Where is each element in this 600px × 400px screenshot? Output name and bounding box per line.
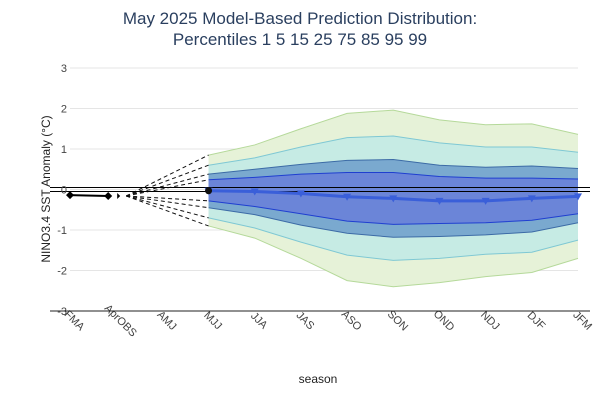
x-tick-label-djf: DJF [525,310,548,333]
median-point-jas [296,190,305,198]
y-tick-label-3: 3 [61,63,67,75]
y-tick-label--2: -2 [57,266,67,278]
band-lower-edge-0 [208,225,579,288]
median-point-jfm [574,193,582,201]
band-lower-edge-2 [208,207,579,238]
x-tick-label-ond: OND [431,308,457,334]
median-point-son [389,195,398,203]
fan-line-1 [126,195,209,227]
x-tick-label-jja: JJA [248,310,270,332]
x-axis-title: season [299,372,338,386]
y-tick-label--3: -3 [57,306,67,318]
x-tick-label-jas: JAS [294,309,317,332]
y-tick-label--1: -1 [57,225,67,237]
median-point-djf [527,195,536,203]
chart-titles: May 2025 Model-Based Prediction Distribu… [123,9,477,49]
chart-title-line-2: Percentiles 1 5 15 25 75 85 95 99 [173,30,427,49]
band-upper-edge-0 [208,109,579,156]
fan-line-3 [126,195,209,219]
band-lower-edge-3 [208,200,579,225]
median-point-jja [250,188,259,196]
y-tick-label-1: 1 [61,144,67,156]
x-tick-label-ndj: NDJ [478,309,502,333]
reference-lines [50,186,590,193]
x-tick-label-aprobs: AprOBS [102,302,139,339]
y-tick-label-2: 2 [61,104,67,116]
fan-lines [125,154,209,227]
fan-line-7 [126,195,209,202]
forecast-start-point [205,187,213,195]
fan-line-2 [126,164,209,197]
fan-line-4 [126,173,209,197]
x-tick-label-fma: FMA [62,308,87,333]
band-lower-edge-1 [208,217,579,261]
band-upper-edge-1 [208,135,579,166]
series-layer [66,187,582,205]
observed-line [69,194,109,197]
x-tick-label-jfm: JFM [570,309,594,333]
observed-point-fma [66,191,74,200]
observed-point-aprobs [104,191,113,200]
observed-end-marker [117,192,121,199]
fan-line-5 [126,195,209,209]
y-axis-title: NINO3.4 SST Anomaly (°C) [39,115,53,262]
x-tick-label-aso: ASO [339,308,364,333]
median-point-ond [435,197,444,205]
band-upper-edge-2 [208,159,579,175]
median-point-ndj [481,197,490,205]
x-tick-label-amj: AMJ [154,309,178,333]
x-tick-label-mjj: MJJ [201,310,224,333]
fan-line-0 [125,154,209,197]
median-point-aso [343,193,352,201]
x-tick-label-son: SON [385,308,410,333]
band-upper-edge-3 [208,171,579,181]
chart-title-line-1: May 2025 Model-Based Prediction Distribu… [123,9,477,28]
y-tick-label-0: 0 [61,185,67,197]
